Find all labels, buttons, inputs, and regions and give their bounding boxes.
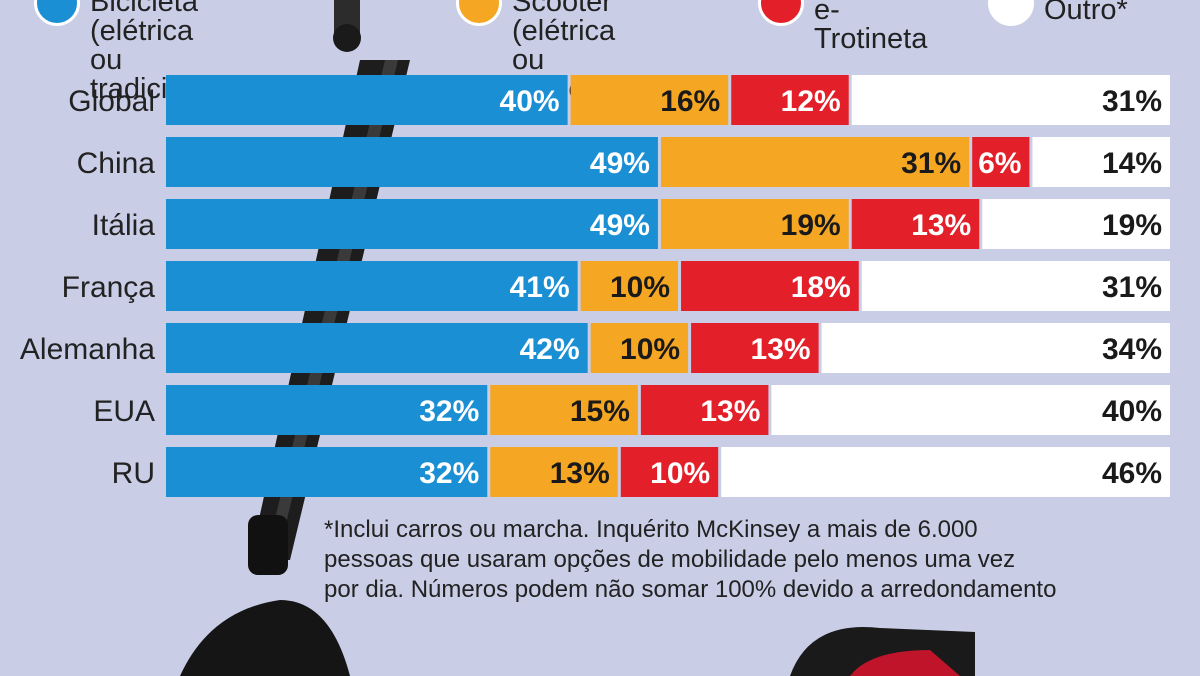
data-label-etrotineta: 10%	[650, 457, 710, 490]
bar-segment-etrotineta	[851, 199, 980, 249]
legend-label-etrotineta: e-Trotineta	[814, 0, 928, 55]
data-label-outro: 40%	[1102, 395, 1162, 428]
data-label-scooter: 10%	[610, 271, 670, 304]
bar-row-italia: Itália 49% 19% 13% 19%	[92, 199, 1170, 249]
data-label-bicicleta: 32%	[419, 395, 479, 428]
bar-segment-outro	[721, 447, 1170, 497]
data-label-scooter: 10%	[620, 333, 680, 366]
bar-row-global: Global 40% 16% 12% 31%	[68, 75, 1170, 125]
bar-segment-outro	[861, 261, 1170, 311]
category-label: EUA	[93, 395, 155, 428]
bar-segment-etrotineta	[691, 323, 819, 373]
legend-label-outro: Outro*	[1044, 0, 1128, 26]
bar-segment-etrotineta	[681, 261, 859, 311]
data-label-bicicleta: 42%	[520, 333, 580, 366]
footnote: *Inclui carros ou marcha. Inquérito McKi…	[324, 516, 1057, 603]
bar-segment-etrotineta	[972, 137, 1030, 187]
bar-segment-outro	[1032, 137, 1170, 187]
bar-segment-outro	[982, 199, 1170, 249]
bar-segment-bicicleta	[166, 199, 658, 249]
data-label-bicicleta: 32%	[419, 457, 479, 490]
category-label: China	[77, 147, 156, 180]
data-label-outro: 31%	[1102, 271, 1162, 304]
bar-segment-bicicleta	[166, 385, 488, 435]
bar-segment-bicicleta	[166, 447, 488, 497]
bar-segment-outro	[851, 75, 1170, 125]
data-label-scooter: 19%	[781, 209, 841, 242]
data-label-scooter: 15%	[570, 395, 630, 428]
bar-segment-scooter	[590, 323, 689, 373]
data-label-bicicleta: 49%	[590, 209, 650, 242]
bar-segment-scooter	[660, 137, 970, 187]
bar-segment-bicicleta	[166, 261, 578, 311]
bar-segment-outro	[771, 385, 1170, 435]
bar-row-china: China 49% 31% 6% 14%	[77, 137, 1170, 187]
bar-segment-bicicleta	[166, 75, 568, 125]
category-label: Itália	[92, 209, 156, 242]
data-label-etrotineta: 13%	[751, 333, 811, 366]
data-label-etrotineta: 6%	[978, 147, 1021, 180]
data-label-scooter: 16%	[660, 85, 720, 118]
data-label-bicicleta: 40%	[500, 85, 560, 118]
data-label-scooter: 31%	[901, 147, 961, 180]
data-label-outro: 14%	[1102, 147, 1162, 180]
bar-segment-scooter	[490, 447, 618, 497]
category-label: Global	[68, 85, 155, 118]
data-label-outro: 31%	[1102, 85, 1162, 118]
bar-segment-etrotineta	[731, 75, 849, 125]
category-label: França	[62, 271, 156, 304]
bar-segment-bicicleta	[166, 137, 658, 187]
data-label-etrotineta: 13%	[700, 395, 760, 428]
data-label-etrotineta: 18%	[791, 271, 851, 304]
category-label: Alemanha	[20, 333, 155, 366]
data-label-bicicleta: 49%	[590, 147, 650, 180]
data-label-etrotineta: 12%	[781, 85, 841, 118]
bar-segment-bicicleta	[166, 323, 588, 373]
bar-segment-outro	[821, 323, 1170, 373]
bar-segment-scooter	[570, 75, 729, 125]
data-label-etrotineta: 13%	[911, 209, 971, 242]
data-label-outro: 19%	[1102, 209, 1162, 242]
bar-row-franca: França 41% 10% 18% 31%	[62, 261, 1170, 311]
bar-row-ru: RU 32% 13% 10% 46%	[112, 447, 1170, 497]
data-label-outro: 34%	[1102, 333, 1162, 366]
bar-segment-etrotineta	[620, 447, 719, 497]
category-label: RU	[112, 457, 155, 490]
bar-segment-scooter	[660, 199, 849, 249]
data-label-outro: 46%	[1102, 457, 1162, 490]
bar-row-alemanha: Alemanha 42% 10% 13% 34%	[20, 323, 1170, 373]
data-label-scooter: 13%	[550, 457, 610, 490]
data-label-bicicleta: 41%	[510, 271, 570, 304]
bar-segment-scooter	[490, 385, 638, 435]
bar-segment-scooter	[580, 261, 679, 311]
bar-segment-etrotineta	[640, 385, 769, 435]
bar-row-eua: EUA 32% 15% 13% 40%	[93, 385, 1170, 435]
